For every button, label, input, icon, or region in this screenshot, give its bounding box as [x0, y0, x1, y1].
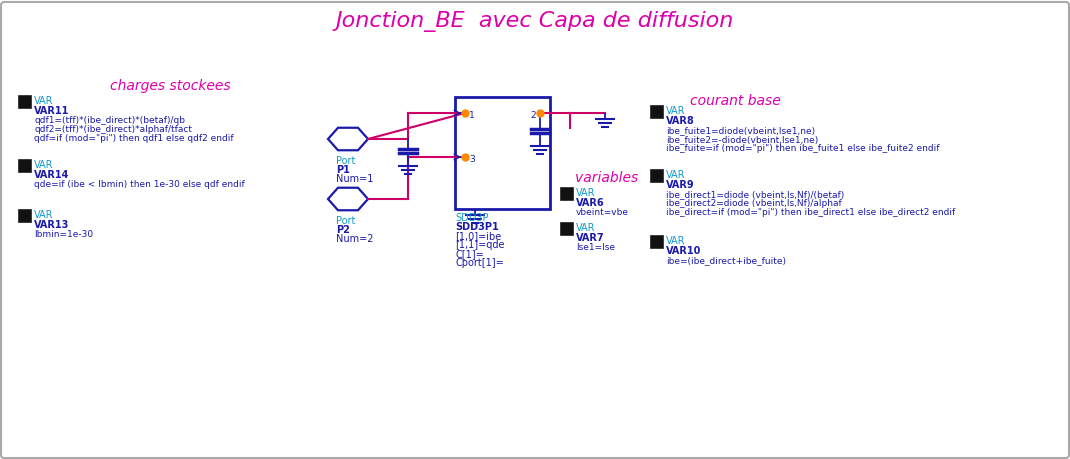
- Text: vbeint=vbe: vbeint=vbe: [576, 208, 629, 217]
- Text: P1: P1: [336, 165, 350, 175]
- Text: ibe_fuite=if (mod="pi") then ibe_fuite1 else ibe_fuite2 endif: ibe_fuite=if (mod="pi") then ibe_fuite1 …: [666, 144, 939, 153]
- Text: ibe_direct=if (mod="pi") then ibe_direct1 else ibe_direct2 endif: ibe_direct=if (mod="pi") then ibe_direct…: [666, 208, 956, 217]
- Text: VAR: VAR: [576, 223, 596, 233]
- Text: ibe=(ibe_direct+ibe_fuite): ibe=(ibe_direct+ibe_fuite): [666, 256, 786, 265]
- Text: Num=2: Num=2: [336, 234, 373, 244]
- Text: charges stockees: charges stockees: [110, 79, 230, 93]
- Text: courant base: courant base: [690, 94, 781, 108]
- Text: 1: 1: [469, 111, 475, 119]
- Text: ibe_direct2=diode (vbeint,Is,Nf)/alphaf: ibe_direct2=diode (vbeint,Is,Nf)/alphaf: [666, 199, 842, 208]
- Text: VAR: VAR: [576, 188, 596, 198]
- Text: VAR13: VAR13: [34, 220, 70, 230]
- Text: qdf2=(tff)*(ibe_direct)*alphaf/tfact: qdf2=(tff)*(ibe_direct)*alphaf/tfact: [34, 125, 192, 134]
- Text: qdf1=(tff)*(ibe_direct)*(betaf)/qb: qdf1=(tff)*(ibe_direct)*(betaf)/qb: [34, 116, 185, 125]
- Text: [1,0]=ibe: [1,0]=ibe: [455, 231, 501, 241]
- Text: Port: Port: [336, 216, 355, 226]
- Text: VAR11: VAR11: [34, 106, 70, 116]
- Text: C[1]=: C[1]=: [455, 249, 484, 259]
- Text: VAR10: VAR10: [666, 246, 701, 256]
- Text: VAR7: VAR7: [576, 233, 605, 243]
- Bar: [560, 222, 574, 235]
- Text: Ise1=Ise: Ise1=Ise: [576, 243, 615, 252]
- Text: SDD3P: SDD3P: [455, 213, 489, 223]
- Text: 2: 2: [530, 111, 536, 119]
- Text: ibe_direct1=diode (vbeint,Is,Nf)/(betaf): ibe_direct1=diode (vbeint,Is,Nf)/(betaf): [666, 190, 844, 199]
- Text: variables: variables: [575, 171, 638, 185]
- Text: VAR: VAR: [666, 236, 686, 246]
- Text: VAR: VAR: [34, 96, 54, 106]
- Bar: [560, 187, 574, 200]
- Text: Num=1: Num=1: [336, 174, 373, 184]
- Text: VAR14: VAR14: [34, 170, 70, 180]
- Text: VAR: VAR: [666, 170, 686, 180]
- Text: qdf=if (mod="pi") then qdf1 else qdf2 endif: qdf=if (mod="pi") then qdf1 else qdf2 en…: [34, 134, 233, 143]
- Bar: [18, 209, 31, 222]
- Text: VAR6: VAR6: [576, 198, 605, 208]
- Bar: [455, 97, 550, 209]
- Bar: [649, 105, 663, 118]
- Text: ibe_fuite1=diode(vbeint,Ise1,ne): ibe_fuite1=diode(vbeint,Ise1,ne): [666, 126, 815, 135]
- Bar: [649, 169, 663, 182]
- Text: 3: 3: [469, 155, 475, 163]
- Bar: [18, 159, 31, 172]
- Text: VAR9: VAR9: [666, 180, 694, 190]
- Bar: [18, 95, 31, 108]
- Text: ibe_fuite2=-diode(vbeint,Ise1,ne): ibe_fuite2=-diode(vbeint,Ise1,ne): [666, 135, 819, 144]
- Text: VAR: VAR: [34, 160, 54, 170]
- Text: Jonction_BE  avec Capa de diffusion: Jonction_BE avec Capa de diffusion: [336, 11, 734, 32]
- Text: VAR8: VAR8: [666, 116, 694, 126]
- Text: P2: P2: [336, 225, 350, 235]
- Text: VAR: VAR: [34, 210, 54, 220]
- Text: qde=if (ibe < Ibmin) then 1e-30 else qdf endif: qde=if (ibe < Ibmin) then 1e-30 else qdf…: [34, 180, 245, 189]
- Text: Ibmin=1e-30: Ibmin=1e-30: [34, 230, 93, 239]
- Text: [1,1]=qde: [1,1]=qde: [455, 240, 504, 250]
- Text: Cport[1]=: Cport[1]=: [455, 258, 504, 268]
- Text: SDD3P1: SDD3P1: [455, 222, 499, 232]
- Text: Port: Port: [336, 156, 355, 166]
- Bar: [649, 235, 663, 248]
- Text: VAR: VAR: [666, 106, 686, 116]
